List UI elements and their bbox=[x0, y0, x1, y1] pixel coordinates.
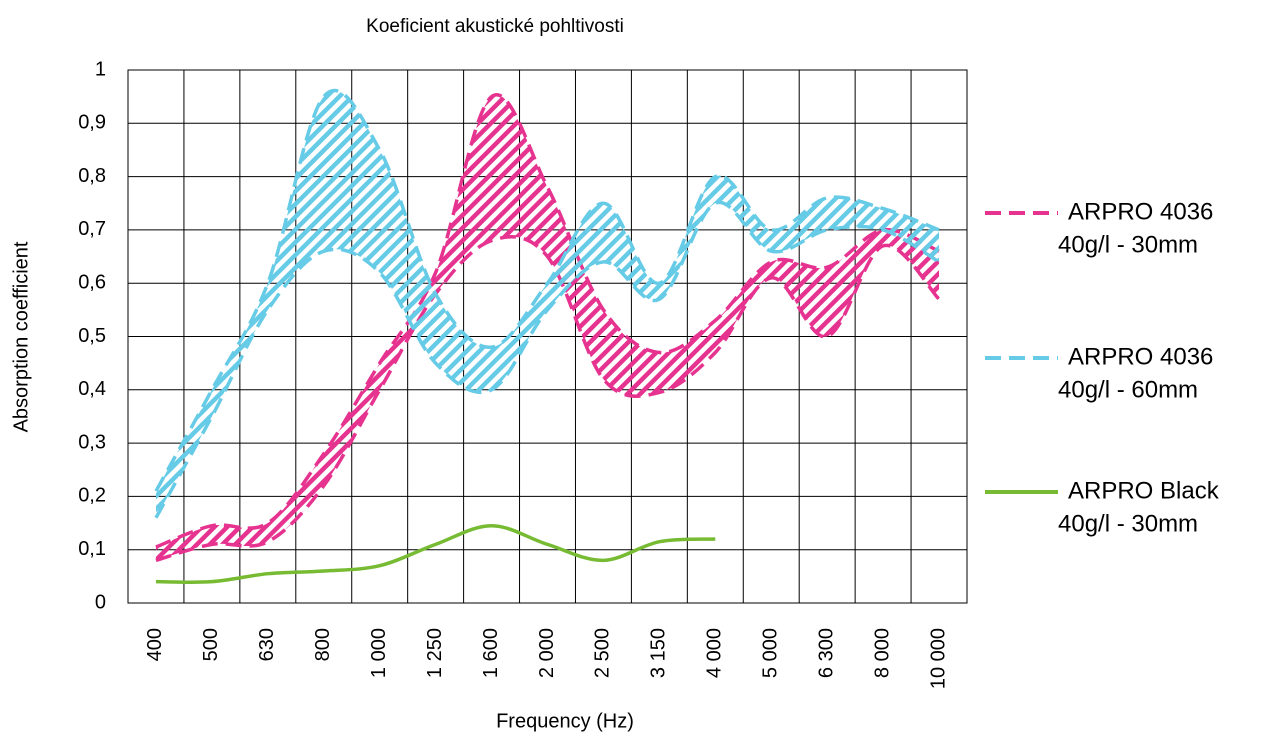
x-tick-label: 1 600 bbox=[480, 628, 502, 678]
y-tick-label: 0,6 bbox=[78, 271, 106, 293]
x-tick-label: 10 000 bbox=[927, 628, 949, 689]
x-tick-label: 400 bbox=[144, 628, 166, 661]
band-upper-line bbox=[154, 88, 940, 492]
x-tick-label: 500 bbox=[200, 628, 222, 661]
y-tick-label: 0,2 bbox=[78, 485, 106, 507]
band-hatch bbox=[155, 90, 940, 518]
y-tick-label: 1 bbox=[95, 58, 106, 80]
y-tick-label: 0,5 bbox=[78, 325, 106, 347]
x-axis-label: Frequency (Hz) bbox=[496, 710, 634, 732]
legend-label: ARPRO 4036 bbox=[1068, 343, 1213, 370]
x-tick-label: 800 bbox=[312, 628, 334, 661]
x-tick-label: 6 300 bbox=[815, 628, 837, 678]
y-axis-label: Absorption coefficient bbox=[10, 241, 32, 432]
chart-title: Koeficient akustické pohltivosti bbox=[366, 16, 624, 37]
y-tick-label: 0,3 bbox=[78, 431, 106, 453]
x-tick-label: 1 250 bbox=[424, 628, 446, 678]
legend-label: ARPRO Black bbox=[1068, 477, 1220, 504]
band-lower-line bbox=[154, 200, 940, 519]
x-tick-label: 2 000 bbox=[536, 628, 558, 678]
band-upper-line bbox=[155, 93, 940, 549]
x-tick-label: 3 150 bbox=[648, 628, 670, 678]
y-tick-label: 0,8 bbox=[78, 165, 106, 187]
y-tick-label: 0,9 bbox=[78, 112, 106, 134]
legend-label: ARPRO 4036 bbox=[1068, 198, 1213, 225]
x-tick-label: 2 500 bbox=[592, 628, 614, 678]
x-tick-label: 5 000 bbox=[760, 628, 782, 678]
legend-label: 40g/l - 30mm bbox=[1058, 231, 1198, 258]
band-hatch bbox=[155, 94, 940, 561]
x-tick-label: 630 bbox=[256, 628, 278, 661]
y-tick-label: 0 bbox=[95, 591, 106, 613]
x-tick-label: 1 000 bbox=[368, 628, 390, 678]
y-tick-label: 0,4 bbox=[78, 378, 106, 400]
line bbox=[155, 523, 716, 585]
legend-label: 40g/l - 30mm bbox=[1058, 510, 1198, 537]
y-tick-label: 0,7 bbox=[78, 218, 106, 240]
x-tick-label: 4 000 bbox=[704, 628, 726, 678]
plot-border bbox=[127, 69, 968, 604]
legend-label: 40g/l - 60mm bbox=[1058, 376, 1198, 403]
x-tick-label: 8 000 bbox=[871, 628, 893, 678]
y-tick-label: 0,1 bbox=[78, 538, 106, 560]
